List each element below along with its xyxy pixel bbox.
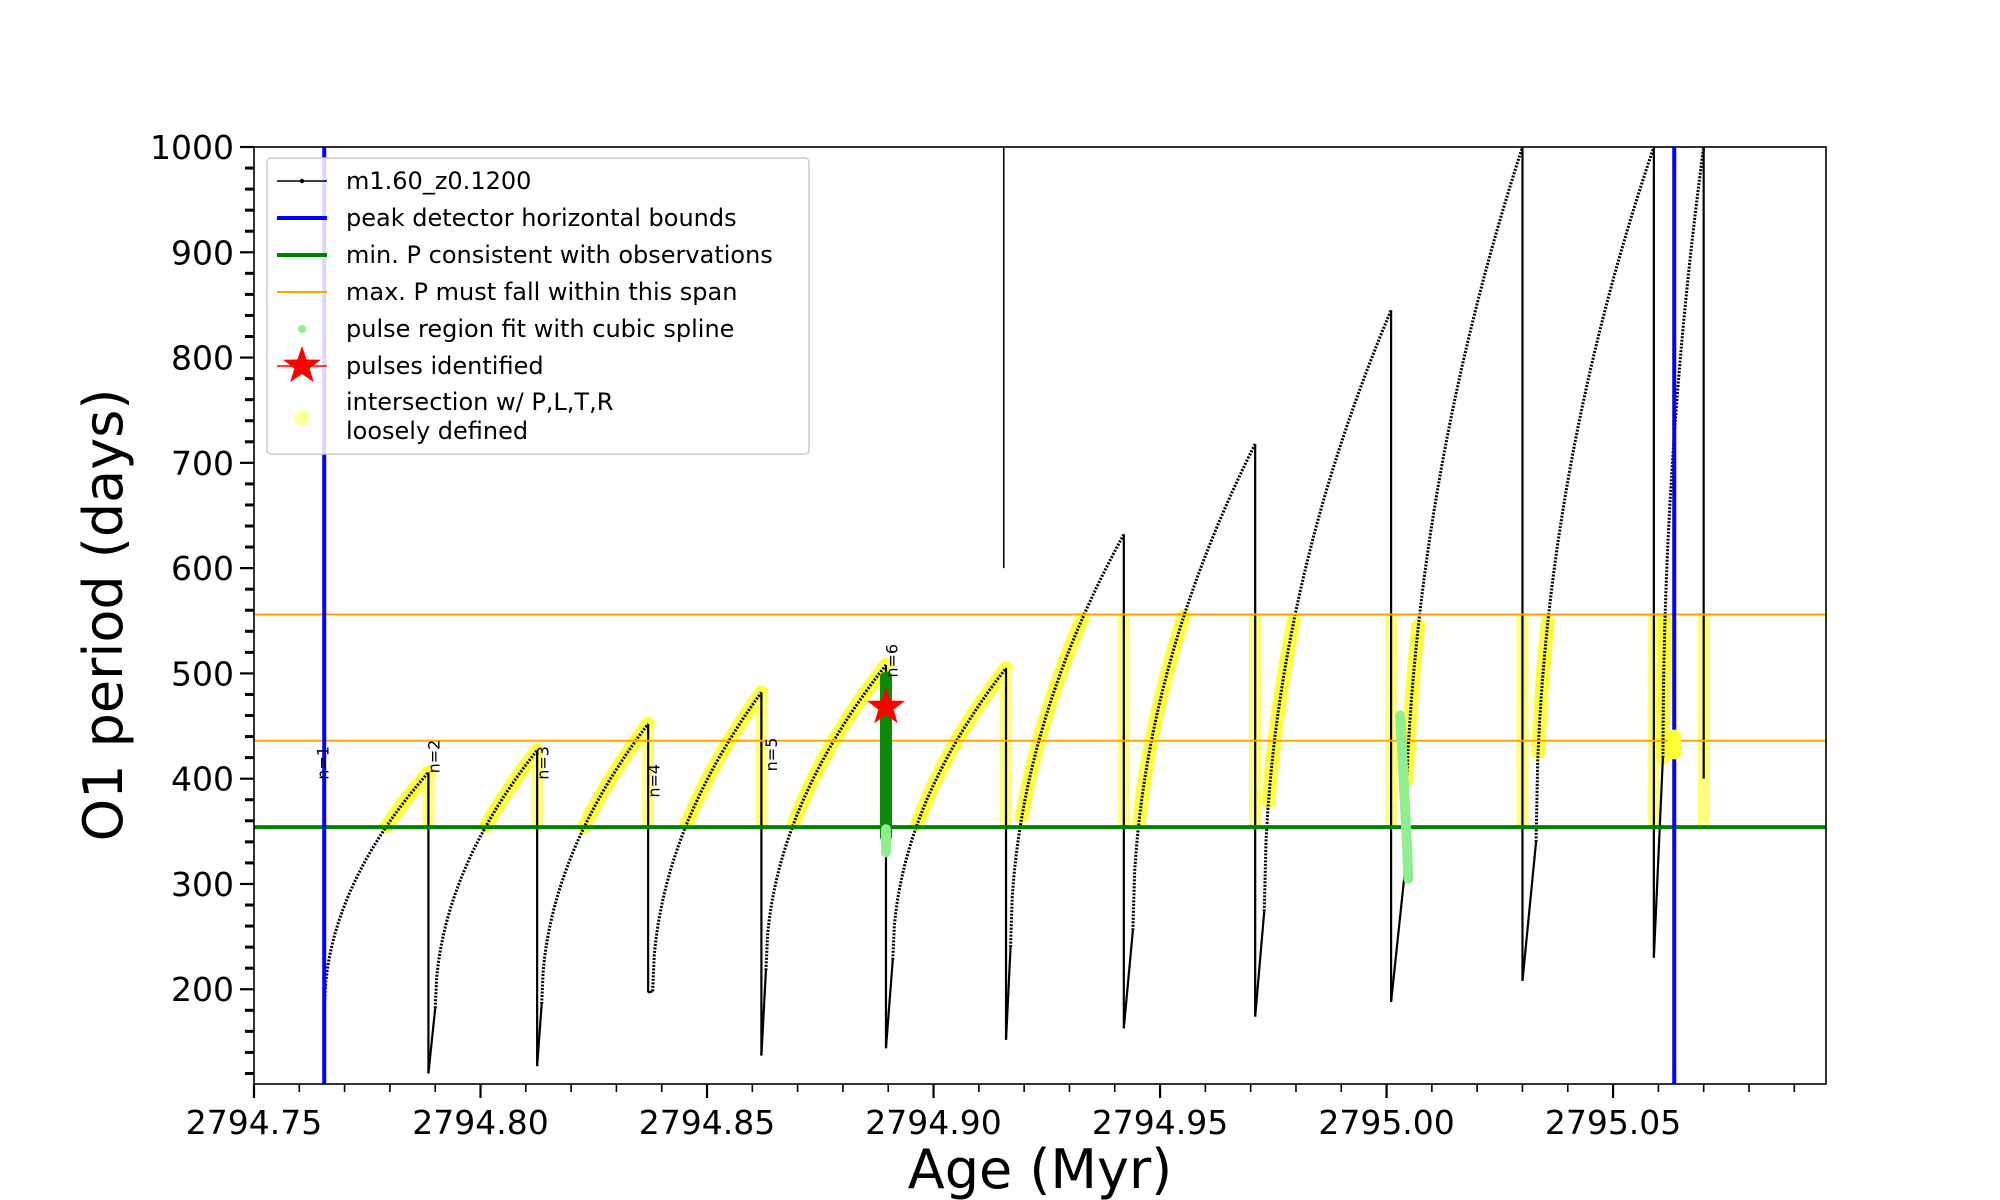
highlight-segment [1014,611,1090,824]
highlight-segment [786,657,893,830]
legend-label-2: min. P consistent with observations [346,241,773,269]
x-tick-label: 2794.80 [412,1103,548,1142]
pulse-label: n=4 [644,764,663,798]
y-tick-label: 900 [171,233,234,272]
track-cycle [540,723,650,1005]
x-tick-label: 2794.90 [865,1103,1001,1142]
highlight-segment [577,716,656,834]
track-connector [1390,873,1406,1002]
track-cycle [651,691,763,992]
y-tick-label: 700 [171,444,234,483]
track-cycle [1534,147,1656,842]
highlight-segment [680,685,769,831]
pulse-label: n=5 [762,738,781,772]
track-cycle [433,749,539,1009]
plot-frame [253,146,1827,1085]
pulse-label: n=6 [882,644,901,678]
track-connector [536,1003,543,1067]
highlight-segment [1131,609,1191,829]
legend-label-0: m1.60_z0.1200 [346,167,531,195]
track-connector [1521,841,1538,981]
legend-label-6: loosely defined [346,417,528,445]
track-connector [647,990,653,994]
y-tick-label: 500 [171,654,234,693]
x-tick-label: 2794.75 [186,1103,322,1142]
annotations: n=1 n=2 n=3 n=4 n=5 n=6 [314,644,902,798]
track-cycle [1131,443,1257,931]
pulse-label: n=3 [533,746,552,780]
track-cycle [764,664,888,971]
legend-box [266,157,810,455]
spline-segment [1395,710,1414,884]
y-tick-label: 600 [171,549,234,588]
track-connector [1652,757,1665,958]
track-connector [1254,911,1266,1017]
track-connector [427,1008,437,1074]
track-cycle [322,771,430,1011]
x-axis-title: Age (Myr) [908,1138,1173,1200]
pulse-label: n=2 [425,740,444,774]
legend-label-5: pulses identified [346,352,544,380]
track-connector [884,959,894,1049]
pulse-label: n=1 [314,746,333,780]
x-tick-label: 2795.00 [1318,1103,1454,1142]
legend-star [283,346,321,383]
track-cycle [1403,147,1524,874]
legend-dot-6 [294,410,310,426]
y-tick-label: 1000 [150,128,234,167]
track-cycle [1262,309,1393,912]
track-connector [760,970,768,1056]
plot-area: n=1 n=2 n=3 n=4 n=5 n=6 [253,146,1827,1085]
x-tick-label: 2794.85 [639,1103,775,1142]
track-connector [1004,947,1012,1040]
y-tick-label: 200 [171,970,234,1009]
y-tick-label: 400 [171,760,234,799]
legend-dot-4 [298,325,306,333]
track-cycle [1009,533,1126,948]
pulse-star [867,687,905,724]
marker-layer [867,671,1682,884]
y-axis-title: O1 period (days) [72,389,135,842]
legend-label-3: max. P must fall within this span [346,278,737,306]
track-cycle [891,667,1008,960]
y-tick-label: 800 [171,339,234,378]
legend-label-6: intersection w/ P,L,T,R [346,388,613,416]
y-tick-label: 300 [171,865,234,904]
x-tick-label: 2795.05 [1545,1103,1681,1142]
x-tick-label: 2794.95 [1092,1103,1228,1142]
axes: 2794.75 2794.80 2794.85 2794.90 2794.95 2795.… [150,128,1796,1142]
legend-label-1: peak detector horizontal bounds [346,204,737,232]
track-cycle [1661,147,1706,758]
legend-marker-0 [299,178,305,184]
highlight-segment [910,661,1014,832]
legend-label-4: pulse region fit with cubic spline [346,315,734,343]
reference-lines [254,147,1826,1084]
highlight-segment [479,743,545,833]
track-connector [1122,930,1134,1029]
